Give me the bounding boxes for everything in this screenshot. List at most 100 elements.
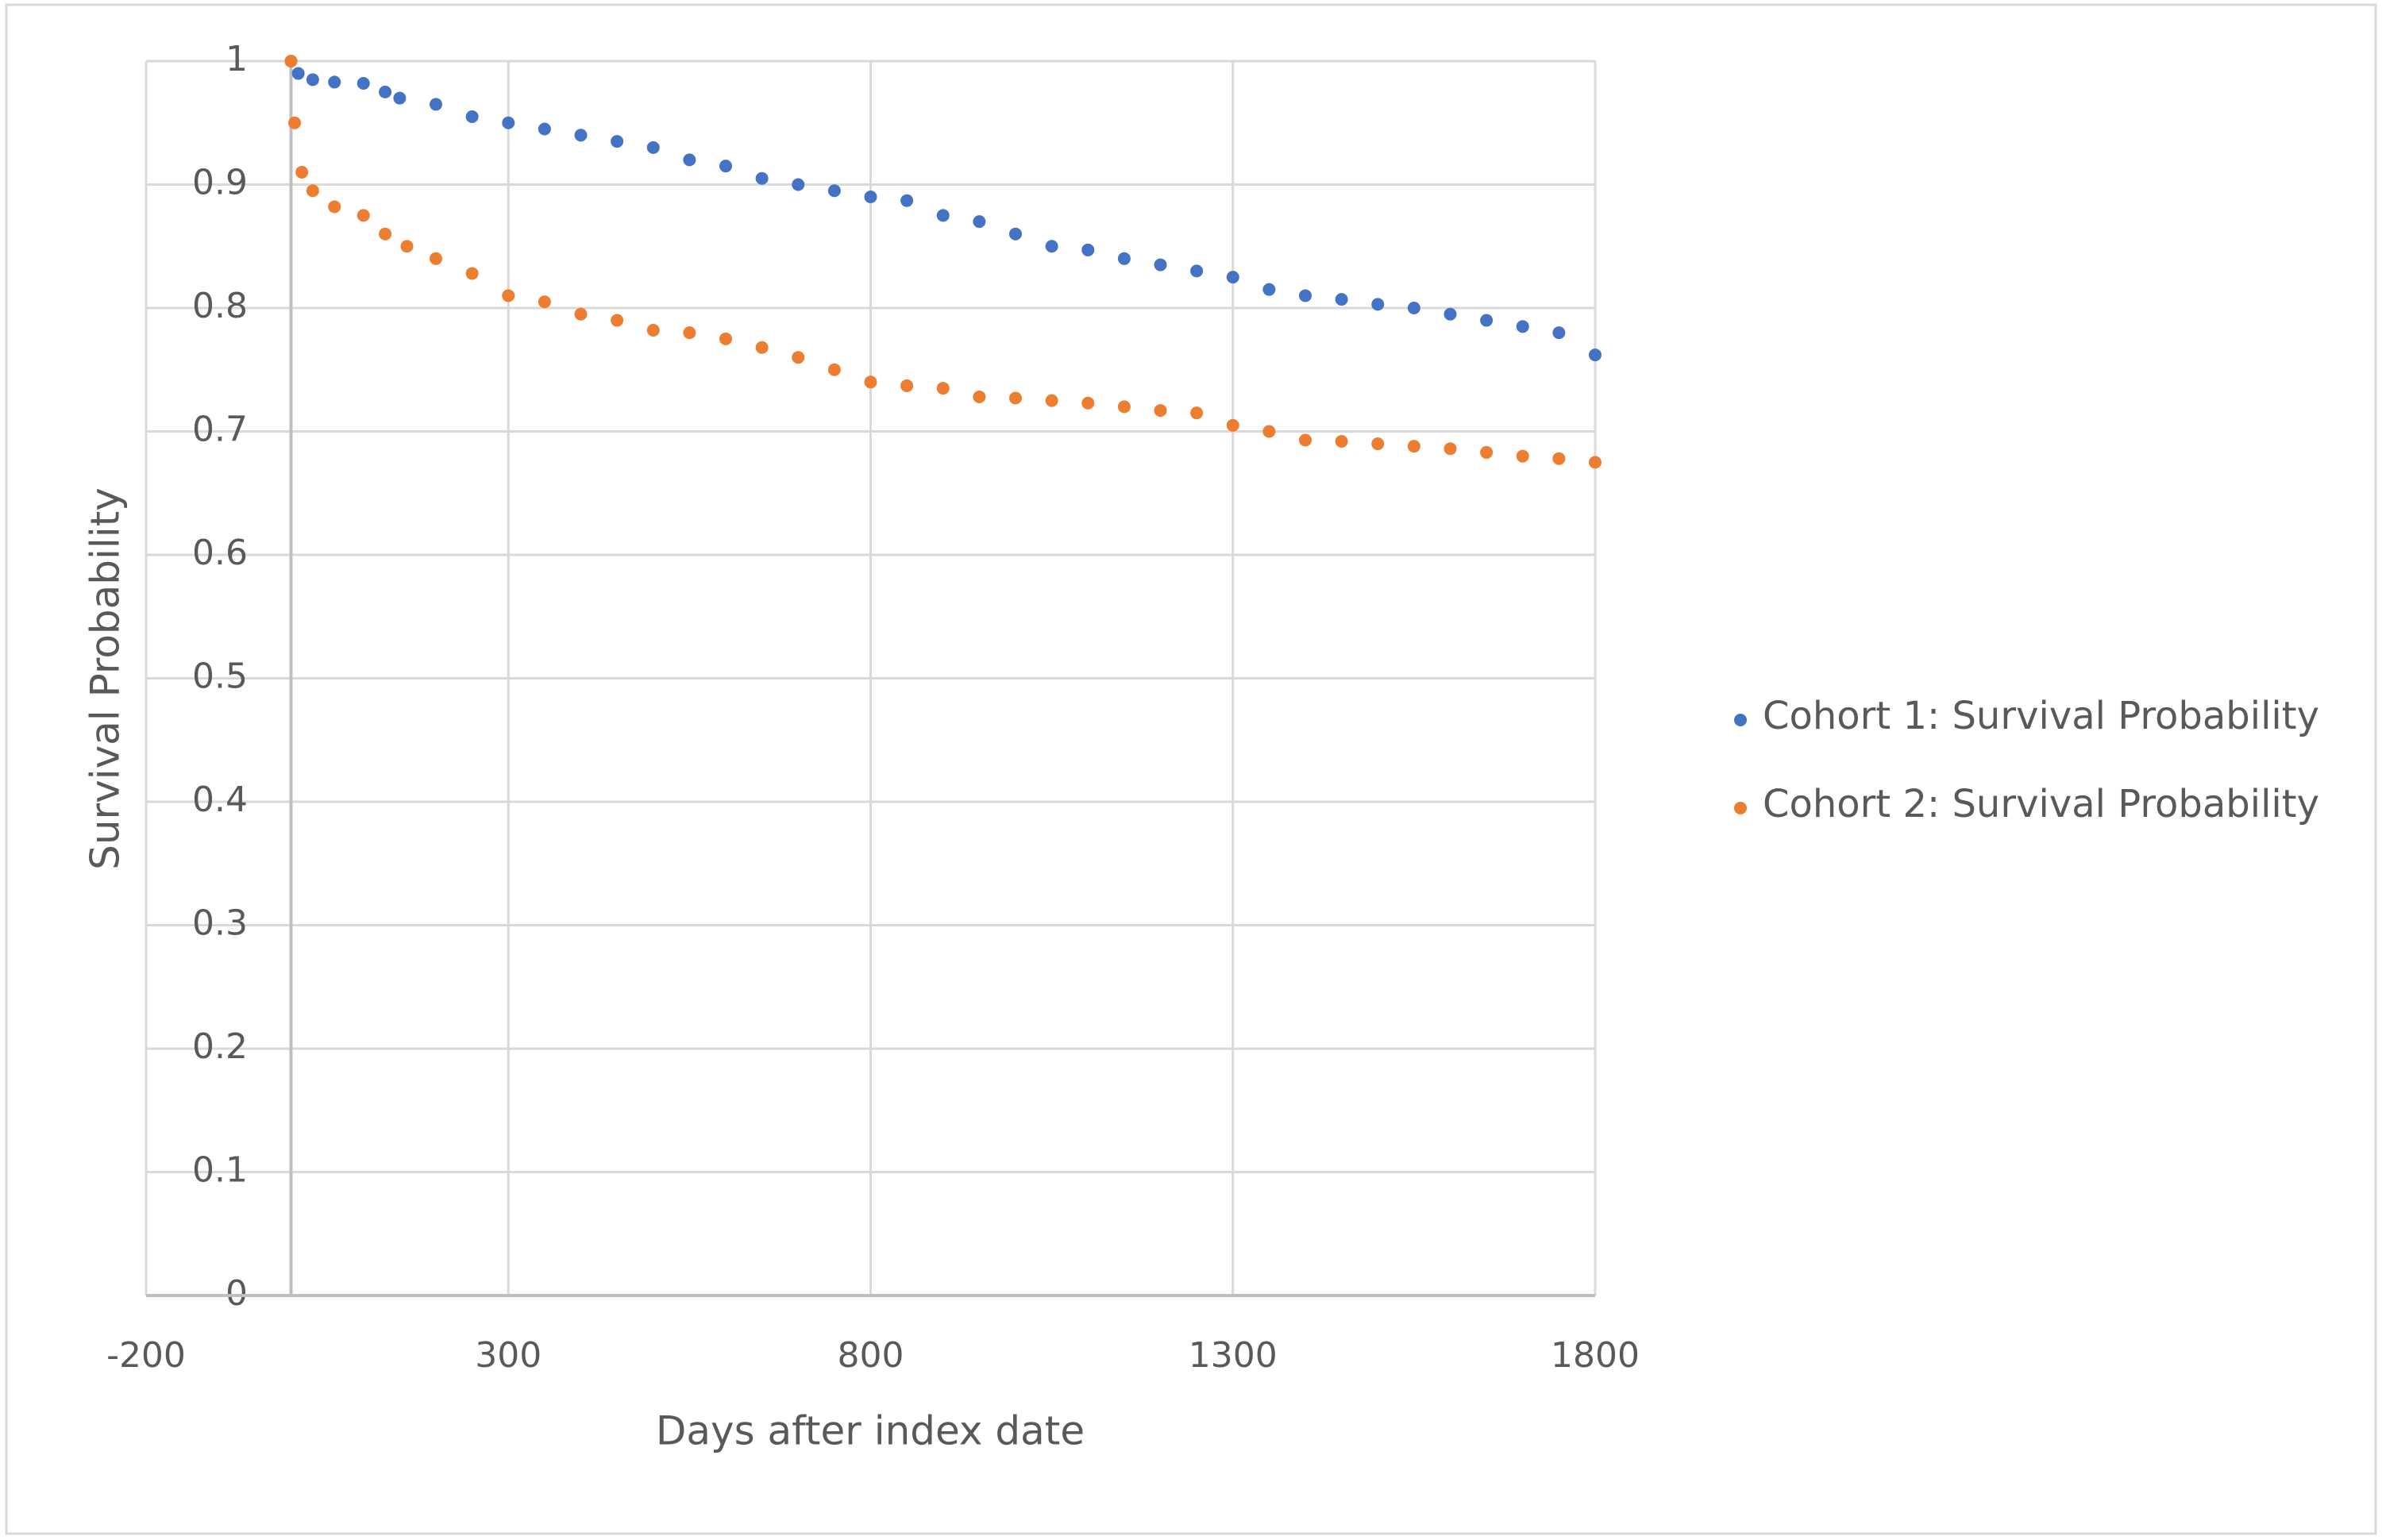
data-point [719, 160, 732, 173]
data-point [430, 98, 442, 111]
data-point [1226, 271, 1239, 284]
data-point [973, 390, 986, 403]
data-point [1081, 243, 1095, 256]
data-point [936, 209, 950, 222]
data-point [502, 289, 515, 302]
data-point [306, 184, 319, 198]
data-point [1117, 252, 1131, 265]
grid: 0 0.1 0.2 0.3 0.4 0.5 0.6 0.7 0.8 0.9 1 -200 300 800 1… [106, 39, 1640, 1376]
data-point [1190, 264, 1204, 278]
data-point [1045, 394, 1058, 407]
data-point [973, 215, 986, 229]
x-tick-label: 300 [475, 1335, 542, 1376]
data-point [538, 295, 551, 309]
legend-marker [1734, 714, 1747, 726]
data-point [683, 153, 696, 167]
data-point [465, 267, 479, 280]
data-point [328, 75, 341, 89]
y-tick-label: 0.7 [192, 410, 248, 450]
data-point [430, 252, 442, 265]
data-point [284, 55, 298, 67]
data-point [1045, 240, 1058, 253]
y-tick-label: 0.4 [192, 780, 248, 820]
data-point [1589, 348, 1601, 362]
data-point [574, 307, 588, 321]
y-tick-label: 0.5 [192, 656, 248, 697]
data-point [1299, 433, 1312, 447]
data-point [291, 67, 305, 80]
data-point [1516, 449, 1529, 463]
data-point [1190, 406, 1204, 420]
legend-label: Cohort 2: Survival Probability [1763, 782, 2319, 826]
data-point [306, 73, 319, 87]
data-point [465, 110, 479, 123]
x-axis-title: Days after index date [656, 1408, 1085, 1454]
data-point [683, 326, 696, 340]
data-point [1226, 418, 1239, 432]
data-point [936, 382, 950, 395]
data-point [1589, 456, 1601, 469]
data-point [1480, 314, 1494, 327]
data-point [792, 351, 805, 364]
data-point [646, 141, 660, 154]
data-point [900, 194, 914, 207]
data-point [1552, 326, 1566, 340]
data-point [1009, 391, 1022, 405]
data-point [1516, 320, 1529, 333]
y-tick-label: 0.8 [192, 286, 248, 326]
data-point [357, 209, 370, 222]
data-point [379, 227, 392, 241]
legend-label: Cohort 1: Survival Probability [1763, 694, 2319, 738]
y-tick-label: 0.9 [192, 163, 248, 203]
y-tick-label: 0.3 [192, 903, 248, 944]
data-point [1009, 227, 1022, 241]
data-point [1335, 293, 1348, 306]
data-point [1154, 404, 1167, 418]
data-point [328, 200, 341, 214]
data-point [502, 116, 515, 129]
data-point [646, 323, 660, 337]
data-point [1407, 302, 1420, 314]
data-point [611, 314, 624, 327]
data-point [827, 363, 841, 376]
x-tick-label: -200 [106, 1335, 186, 1376]
data-point [1371, 437, 1385, 451]
data-point [755, 171, 769, 185]
x-tick-label: 1300 [1189, 1335, 1278, 1376]
data-point [792, 178, 805, 191]
data-point [1154, 258, 1167, 271]
data-point [1262, 425, 1276, 438]
data-point [574, 129, 588, 142]
data-point [1262, 283, 1276, 296]
data-point [1117, 400, 1131, 414]
data-point [719, 332, 732, 345]
data-point [1081, 396, 1095, 410]
y-tick-label: 1 [225, 39, 248, 79]
x-tick-label: 800 [838, 1335, 904, 1376]
data-point [864, 191, 877, 204]
data-point [827, 184, 841, 198]
data-point [1407, 440, 1420, 453]
data-point [900, 379, 914, 392]
y-tick-label: 0.2 [192, 1026, 248, 1067]
y-tick-label: 0 [225, 1273, 248, 1314]
plot-marks [284, 55, 1601, 469]
data-point [611, 135, 624, 148]
data-point [1443, 442, 1457, 456]
data-point [538, 122, 551, 136]
y-tick-label: 0.6 [192, 533, 248, 573]
data-point [1299, 289, 1312, 302]
data-point [393, 91, 407, 105]
chart-frame [5, 3, 2377, 1535]
data-point [400, 240, 414, 253]
x-tick-label: 1800 [1551, 1335, 1640, 1376]
data-point [1371, 298, 1385, 311]
y-axis-title: Survival Probability [83, 487, 129, 870]
data-point [1480, 445, 1494, 459]
legend: Cohort 1: Survival Probability Cohort 2: … [1734, 694, 2319, 826]
data-point [1335, 434, 1348, 448]
data-point [357, 76, 370, 90]
data-point [288, 116, 302, 129]
data-point [864, 375, 877, 389]
